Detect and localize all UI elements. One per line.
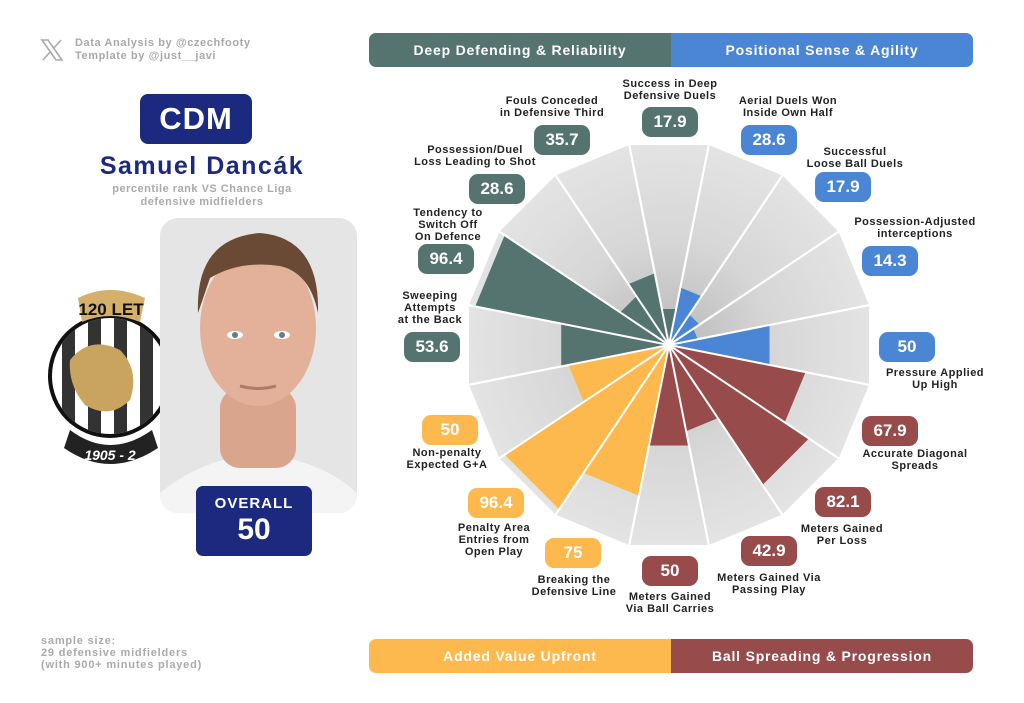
sample-line-1: sample size: [41, 635, 117, 647]
slice-divider [668, 344, 841, 460]
slice-divider [497, 344, 670, 460]
credit-analysis: Data Analysis by @czechfooty [75, 37, 251, 49]
club-logo: 120 LET 1905 - 2 [48, 290, 172, 464]
slice-divider [668, 173, 784, 346]
value-badge: 28.6 [741, 125, 797, 155]
slice-divider [497, 230, 670, 346]
value-badge: 50 [642, 556, 698, 586]
logo-top-text: 120 LET [78, 300, 144, 319]
slice-divider [668, 344, 871, 386]
credit-template: Template by @just__javi [75, 50, 217, 62]
slice-bar [669, 287, 702, 345]
metric-label: Successful Loose Ball Duels [806, 146, 904, 170]
slice-bar [649, 345, 689, 446]
value-badge: 17.9 [642, 107, 698, 137]
value-badge: 17.9 [815, 172, 871, 202]
slice-bar [669, 345, 809, 485]
metric-label: Fouls Conceded in Defensive Third [499, 95, 605, 119]
value-badge: 96.4 [418, 244, 474, 274]
logo-bottom-text: 1905 - 2 [84, 447, 136, 463]
metric-label: Non-penalty Expected G+A [406, 447, 488, 471]
slice-bar [561, 323, 669, 367]
sample-size-note: sample size: 29 defensive midfielders (w… [41, 635, 202, 671]
metric-label: Aerial Duels Won Inside Own Half [738, 95, 838, 119]
slice-divider [467, 344, 670, 386]
slice-bar [628, 273, 669, 345]
slice-divider [554, 344, 670, 517]
slice-divider [467, 304, 670, 346]
x-twitter-icon [40, 39, 64, 61]
sample-line-2: 29 defensive midfielders [41, 647, 188, 659]
metric-label: Possession-Adjusted interceptions [854, 216, 976, 240]
subtitle-line-1: percentile rank VS Chance Liga [112, 183, 292, 195]
slice-bar [669, 345, 718, 432]
value-badge: 14.3 [862, 246, 918, 276]
overall-value: 50 [237, 513, 271, 546]
position-badge: CDM [140, 94, 252, 144]
metric-label: Tendency to Switch Off On Defence [413, 207, 483, 243]
metric-label: Meters Gained Via Passing Play [717, 572, 821, 596]
slice-divider [554, 173, 670, 346]
legend-deep-defending: Deep Defending & Reliability [369, 33, 671, 67]
metric-label: Breaking the Defensive Line [531, 574, 617, 598]
slice-divider [628, 344, 670, 547]
overall-label: OVERALL [214, 495, 294, 512]
player-name: Samuel Dancák [99, 152, 305, 180]
metric-label: Meters Gained Per Loss [800, 523, 884, 547]
metric-label: Possession/Duel Loss Leading to Shot [414, 144, 536, 168]
slice-divider [668, 230, 841, 346]
metric-label: Meters Gained Via Ball Carries [625, 591, 715, 615]
slice-bar [669, 325, 770, 365]
value-badge: 35.7 [534, 125, 590, 155]
slice-bar [620, 296, 669, 345]
slice-bar [669, 314, 700, 345]
metric-label: Success in Deep Defensive Duels [622, 78, 718, 102]
value-badge: 75 [545, 538, 601, 568]
overall-score-box: OVERALL 50 [196, 486, 312, 556]
legend-ball-spreading: Ball Spreading & Progression [671, 639, 973, 673]
value-badge: 53.6 [404, 332, 460, 362]
slice-divider [668, 344, 710, 547]
metric-label: Accurate Diagonal Spreads [862, 448, 968, 472]
legend-added-value: Added Value Upfront [369, 639, 671, 673]
slice-bar [661, 309, 677, 345]
subtitle-line-2: defensive midfielders [140, 196, 264, 208]
value-badge: 67.9 [862, 416, 918, 446]
metric-label: Penalty Area Entries from Open Play [457, 522, 531, 558]
slice-bar [504, 345, 669, 510]
slice-divider [668, 143, 710, 346]
value-badge: 50 [879, 332, 935, 362]
slice-bar [669, 345, 806, 423]
legend-positional-sense: Positional Sense & Agility [671, 33, 973, 67]
slice-bar [568, 345, 669, 402]
slice-divider [628, 143, 670, 346]
slice-divider [668, 304, 871, 346]
credits: Data Analysis by @czechfooty Template by… [75, 37, 251, 63]
value-badge: 82.1 [815, 487, 871, 517]
slice-bar [583, 345, 669, 496]
metric-label: Sweeping Attempts at the Back [397, 290, 463, 326]
slice-divider [668, 344, 784, 517]
value-badge: 96.4 [468, 488, 524, 518]
value-badge: 42.9 [741, 536, 797, 566]
slice-bar [475, 235, 669, 345]
value-badge: 50 [422, 415, 478, 445]
value-badge: 28.6 [469, 174, 525, 204]
sample-line-3: (with 900+ minutes played) [41, 659, 203, 671]
metric-label: Pressure Applied Up High [885, 367, 985, 391]
subtitle: percentile rank VS Chance Liga defensive… [60, 183, 344, 209]
